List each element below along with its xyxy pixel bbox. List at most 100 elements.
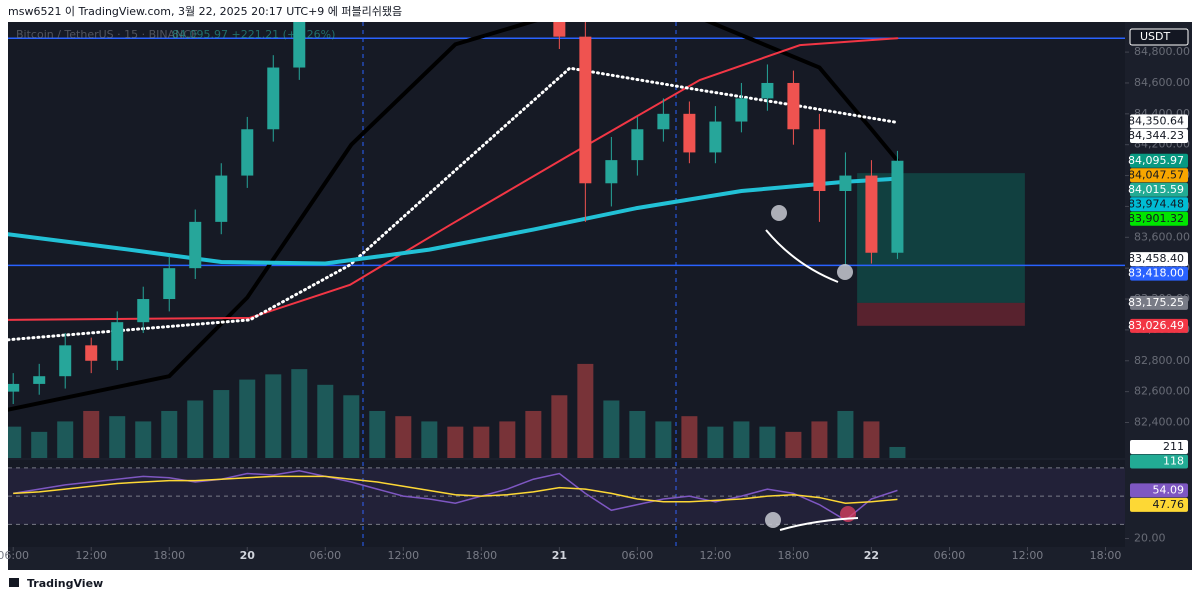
candle-body [631,129,644,161]
price-tag [1130,439,1188,454]
volume-bar [681,416,698,458]
candle-body [267,67,280,130]
volume-bar [811,421,828,458]
y-tick-label: 82,800.00 [1134,354,1190,367]
volume-bar [473,426,490,458]
volume-bar [837,410,854,458]
volume-bar [551,395,568,458]
x-tick-label: 22 [864,549,879,562]
price-tag-label: 84,350.64 [1128,114,1184,127]
price-tag-label: 84,047.57 [1128,168,1184,181]
candle-body [189,221,202,269]
indicator-line [8,66,899,342]
footer-logo: TradingView [9,577,103,590]
volume-bar [239,379,256,458]
price-tag-label: 84,344.23 [1128,129,1184,142]
x-tick-label: 21 [552,549,567,562]
price-tag-label: 83,026.49 [1128,319,1184,332]
x-tick-label: 06:00 [622,549,654,562]
legend-price: 84,095.97 +221.21 (+0.26%) [172,28,335,41]
candle-body [787,82,800,130]
volume-bar [577,363,594,458]
candle-body [137,299,150,323]
price-tag [1130,211,1188,226]
volume-bar [655,421,672,458]
volume-bar [629,410,646,458]
x-tick-label: 18:00 [153,549,185,562]
price-tag-label: 83,901.32 [1128,212,1184,225]
price-tag [1130,252,1188,267]
candle-body [85,345,98,361]
candle-body [579,36,592,184]
volume-bar [343,395,360,458]
candle-body [891,160,904,253]
rsi-line [13,469,898,522]
volume-bar [135,421,152,458]
x-tick-label: 18:00 [1090,549,1122,562]
currency-tag[interactable] [1129,28,1189,46]
y-tick-label: 82,600.00 [1134,385,1190,398]
candle-body [683,113,696,153]
volume-bar [525,410,542,458]
price-tag [1130,266,1188,281]
volume-bar [759,426,776,458]
rsi-band [8,467,1125,525]
marker [765,512,781,528]
price-tag-label: 47.76 [1153,498,1185,511]
axes: 82,400.0082,600.0082,800.0083,000.0083,2… [0,45,1190,562]
volume-bar [83,410,100,458]
price-tag [1130,168,1188,183]
x-tick-label: 12:00 [1012,549,1044,562]
volume-bar [395,416,412,458]
x-tick-label: 12:00 [387,549,419,562]
marker [837,264,853,280]
rsi-line [13,475,898,504]
x-tick-label: 06:00 [934,549,966,562]
price-tag-label: 211 [1163,440,1184,453]
x-tick-label: 20 [240,549,256,562]
volume-bar [707,426,724,458]
volume-bar [213,390,230,458]
x-tick-label: 18:00 [465,549,497,562]
x-tick-label: 06:00 [0,549,29,562]
main-plot [8,22,1125,458]
volume-bar [265,374,282,458]
header: msw6521 이 TradingView.com, 3월 22, 2025 2… [8,5,402,18]
price-tag [1130,114,1188,129]
candle-body [761,82,774,99]
volume-bar [291,369,308,458]
candle-body [657,113,670,130]
price-tag-label: 84,015.59 [1128,183,1184,196]
price-tag [1130,318,1188,333]
volume-bar [733,421,750,458]
candle-body [709,121,722,153]
y-tick-label: 83,600.00 [1134,230,1190,243]
indicator-line [8,176,900,266]
price-tag-label: 83,175.25 [1128,296,1184,309]
candle-body [111,322,124,361]
volume-bar [863,421,880,458]
rsi-tick-label: 20.00 [1134,532,1166,545]
logo-mark [9,578,19,587]
volume-bar [187,400,204,458]
price-tag-label: 118 [1163,454,1184,467]
volume-bar [109,416,126,458]
x-tick-label: 06:00 [309,549,341,562]
candle-body [215,175,228,222]
position-target [857,173,1025,303]
y-tick-label: 84,600.00 [1134,76,1190,89]
price-tag-label: 83,418.00 [1128,267,1184,280]
candle-body [605,160,618,184]
price-tag-label: 83,458.40 [1128,252,1184,265]
price-tag-label: 54.09 [1153,483,1185,496]
indicator-line [8,22,900,412]
candle-body [241,129,254,176]
marker [771,205,787,221]
candle-body [163,268,176,300]
trend-curve [779,517,859,531]
x-tick-label: 12:00 [75,549,107,562]
candle-body [839,175,852,191]
x-tick-label: 12:00 [700,549,732,562]
price-tag [1130,454,1188,469]
